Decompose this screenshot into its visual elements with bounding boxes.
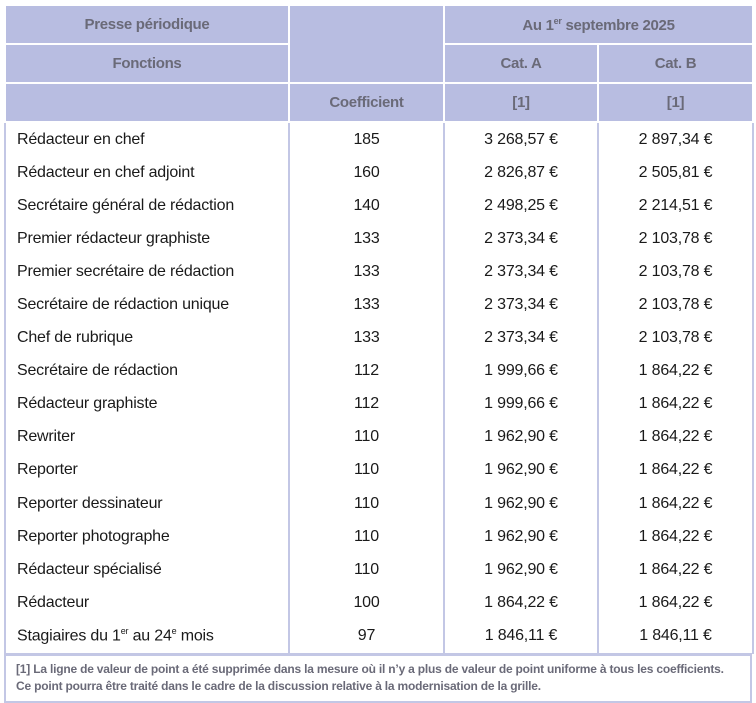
cat-b-cell: 2 103,78 € [597,321,754,355]
header-cat-b: Cat. B [597,43,754,84]
fonction-cell: Rédacteur en chef adjoint [4,156,290,190]
coefficient-cell: 160 [288,156,445,190]
table-row: Rédacteur 100 1 864,22 €1 864,22 € [4,586,754,620]
cat-a-cell: 2 373,34 € [443,255,599,289]
table-row: Reporter dessinateur 110 1 962,90 €1 864,2… [4,487,754,521]
cat-b-cell: 2 897,34 € [597,122,754,157]
cat-a-cell: 2 373,34 € [443,288,599,322]
header-blank [4,82,290,123]
coefficient-cell: 110 [288,453,445,488]
table-row: Reporter 110 1 962,90 €1 864,22 € [4,453,754,488]
coefficient-cell: 97 [288,619,445,653]
fonction-cell: Reporter photographe [4,520,290,554]
cat-b-cell: 1 864,22 € [597,420,754,454]
fonction-cell: Stagiaires du 1er au 24e mois [4,619,290,653]
fonction-cell: Reporter dessinateur [4,487,290,521]
table-row: Reporter photographe 110 1 962,90 €1 864,2… [4,520,754,554]
cat-b-cell: 1 864,22 € [597,487,754,521]
coefficient-cell: 110 [288,487,445,521]
cat-b-cell: 1 864,22 € [597,586,754,620]
coefficient-cell: 110 [288,553,445,587]
cat-b-cell: 1 864,22 € [597,553,754,587]
cat-b-cell: 2 103,78 € [597,255,754,289]
table-row: Premier rédacteur graphiste 133 2 373,34 €… [4,222,754,256]
header-note-a: [1] [443,82,599,123]
coefficient-cell: 100 [288,586,445,620]
table-row: Rédacteur en chef 185 3 268,57 €2 897,34 € [4,122,754,157]
cat-b-cell: 1 864,22 € [597,387,754,421]
coefficient-cell: 140 [288,189,445,223]
fonction-cell: Rédacteur [4,586,290,620]
header-fonctions: Fonctions [4,43,290,84]
cat-a-cell: 2 826,87 € [443,156,599,190]
table-row: Secrétaire de rédaction unique 133 2 373,3… [4,288,754,322]
coefficient-cell: 133 [288,222,445,256]
header-coefficient: Coefficient [288,82,445,123]
cat-a-cell: 1 962,90 € [443,487,599,521]
coefficient-cell: 110 [288,420,445,454]
fonction-cell: Rédacteur spécialisé [4,553,290,587]
coefficient-cell: 133 [288,321,445,355]
fonction-cell: Reporter [4,453,290,488]
cat-b-cell: 1 864,22 € [597,520,754,554]
coefficient-cell: 133 [288,288,445,322]
cat-a-cell: 1 962,90 € [443,520,599,554]
cat-a-cell: 1 846,11 € [443,619,599,653]
fonction-cell: Secrétaire de rédaction unique [4,288,290,322]
footnote: [1] La ligne de valeur de point a été su… [4,653,752,703]
cat-b-cell: 2 505,81 € [597,156,754,190]
header-presse: Presse périodique [4,4,290,45]
cat-b-cell: 1 864,22 € [597,354,754,388]
table-row: Stagiaires du 1er au 24e mois 97 1 846,11 … [4,619,754,653]
fonction-cell: Secrétaire général de rédaction [4,189,290,223]
fonction-cell: Rewriter [4,420,290,454]
coefficient-cell: 185 [288,122,445,157]
coefficient-cell: 112 [288,354,445,388]
table-row: Secrétaire de rédaction 112 1 999,66 €1 86… [4,354,754,388]
cat-a-cell: 2 373,34 € [443,222,599,256]
cat-a-cell: 1 962,90 € [443,420,599,454]
coefficient-cell: 112 [288,387,445,421]
table-row: Premier secrétaire de rédaction 133 2 373,… [4,255,754,289]
salary-grid: Presse périodique Au 1er septembre 2025 … [4,4,754,703]
table-row: Rédacteur spécialisé 110 1 962,90 €1 864,2… [4,553,754,587]
header-cat-a: Cat. A [443,43,599,84]
table-row: Rédacteur graphiste 112 1 999,66 €1 864,22… [4,387,754,421]
header-note-b: [1] [597,82,754,123]
cat-a-cell: 3 268,57 € [443,122,599,157]
table-row: Rewriter 110 1 962,90 €1 864,22 € [4,420,754,454]
cat-a-cell: 1 962,90 € [443,453,599,488]
cat-a-cell: 1 999,66 € [443,387,599,421]
fonction-cell: Rédacteur graphiste [4,387,290,421]
table-row: Rédacteur en chef adjoint 160 2 826,87 €2 … [4,156,754,190]
table-row: Secrétaire général de rédaction 140 2 498,… [4,189,754,223]
header-date: Au 1er septembre 2025 [443,4,754,45]
cat-b-cell: 2 214,51 € [597,189,754,223]
fonction-cell: Rédacteur en chef [4,122,290,157]
cat-a-cell: 2 498,25 € [443,189,599,223]
cat-b-cell: 2 103,78 € [597,288,754,322]
header-empty [288,4,445,84]
table-row: Chef de rubrique 133 2 373,34 €2 103,78 € [4,321,754,355]
cat-b-cell: 1 864,22 € [597,453,754,488]
fonction-cell: Secrétaire de rédaction [4,354,290,388]
cat-a-cell: 1 864,22 € [443,586,599,620]
cat-b-cell: 2 103,78 € [597,222,754,256]
cat-a-cell: 1 999,66 € [443,354,599,388]
cat-a-cell: 2 373,34 € [443,321,599,355]
salary-table: Presse périodique Au 1er septembre 2025 … [4,4,754,654]
coefficient-cell: 110 [288,520,445,554]
fonction-cell: Premier rédacteur graphiste [4,222,290,256]
fonction-cell: Chef de rubrique [4,321,290,355]
fonction-cell: Premier secrétaire de rédaction [4,255,290,289]
cat-a-cell: 1 962,90 € [443,553,599,587]
cat-b-cell: 1 846,11 € [597,619,754,653]
coefficient-cell: 133 [288,255,445,289]
